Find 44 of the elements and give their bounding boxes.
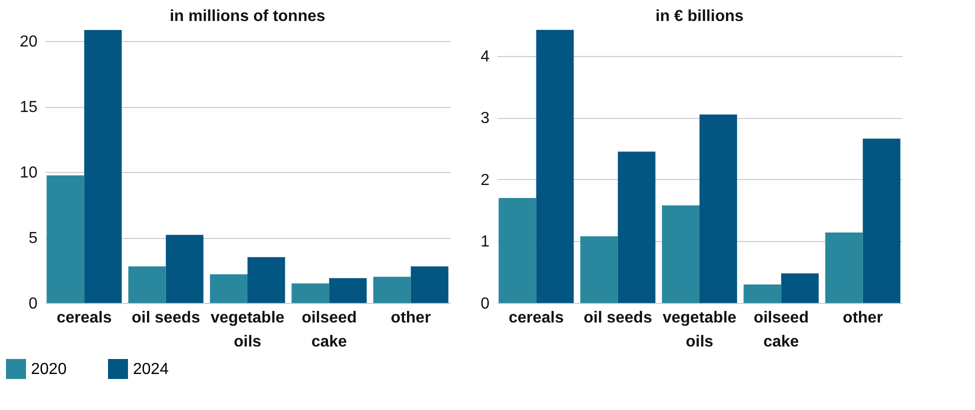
bar	[329, 278, 367, 303]
bar	[498, 198, 536, 303]
bar	[662, 205, 700, 303]
bar	[410, 266, 448, 303]
x-tick-label: oil seeds	[132, 310, 200, 326]
chart-title: in € billions	[655, 8, 744, 25]
y-tick-label: 0	[480, 296, 490, 312]
y-tick-label: 20	[20, 34, 38, 51]
y-tick-label: 4	[480, 48, 490, 66]
bar	[700, 114, 738, 303]
x-tick-label: cereals	[508, 310, 564, 326]
x-tick-label: vegetable oils	[210, 310, 285, 350]
y-tick-label: 5	[28, 230, 38, 248]
x-tick-label: cereals	[56, 310, 112, 326]
bar	[210, 274, 248, 303]
bar	[248, 257, 286, 303]
bar	[166, 234, 204, 303]
y-tick-label: 0	[28, 296, 38, 312]
legend-label: 2020	[31, 361, 67, 378]
legend-label: 2024	[133, 361, 169, 378]
bar	[825, 232, 863, 303]
x-tick-label: other	[390, 310, 431, 326]
y-tick-label: 10	[20, 164, 38, 182]
bar	[862, 138, 900, 303]
chart-title: in millions of tonnes	[170, 8, 326, 25]
bar	[536, 30, 574, 303]
x-tick-label: other	[842, 310, 883, 326]
x-tick-label: oilseed cake	[754, 310, 809, 350]
x-tick-label: oilseed cake	[302, 310, 357, 350]
bar	[744, 284, 782, 303]
bar	[46, 175, 84, 303]
bar	[781, 273, 819, 303]
bar	[128, 266, 166, 303]
x-tick-label: vegetable oils	[662, 310, 737, 350]
bar	[292, 283, 330, 303]
bar	[618, 152, 656, 303]
bar	[580, 236, 618, 303]
y-tick-label: 15	[20, 99, 38, 116]
y-tick-label: 2	[480, 172, 490, 189]
x-tick-label: oil seeds	[584, 310, 652, 326]
y-tick-label: 1	[480, 234, 490, 251]
bar	[84, 30, 122, 303]
bar	[373, 276, 411, 303]
y-tick-label: 3	[480, 110, 490, 128]
